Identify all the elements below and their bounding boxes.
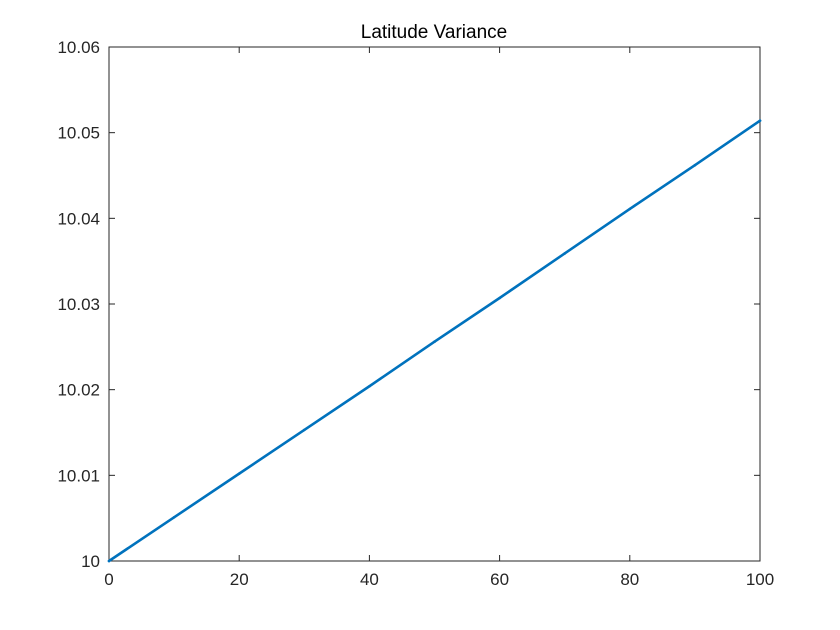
x-tick-label: 100 [746,570,774,589]
plot-area: 0 20 40 60 80 100 10 10.01 10.02 10.03 10.04 10.05 1… [57,38,774,589]
x-tick-label: 60 [490,570,509,589]
data-point [303,428,306,432]
data-point [433,340,436,343]
data-point [498,296,501,300]
data-point [693,163,697,167]
data-point [758,119,762,122]
y-tick-label: 10.01 [57,466,100,485]
y-tick-label: 10 [81,552,100,571]
y-tick-label: 10.04 [57,209,100,228]
data-point [628,207,632,211]
axes-box [108,46,761,562]
data-point [172,516,176,519]
y-tick-label: 10.05 [57,124,100,143]
chart-title: Latitude Variance [361,22,507,43]
y-tick-label: 10.03 [57,295,100,314]
data-point [368,384,371,388]
data-point [563,252,566,255]
data-point [107,559,111,563]
data-point [237,472,241,475]
x-tick-label: 80 [620,570,639,589]
x-tick-label: 0 [104,570,113,589]
x-tick-label: 40 [360,570,379,589]
x-tick-label: 20 [230,570,249,589]
y-tick-label: 10.06 [57,38,100,57]
y-tick-label: 10.02 [57,381,100,400]
